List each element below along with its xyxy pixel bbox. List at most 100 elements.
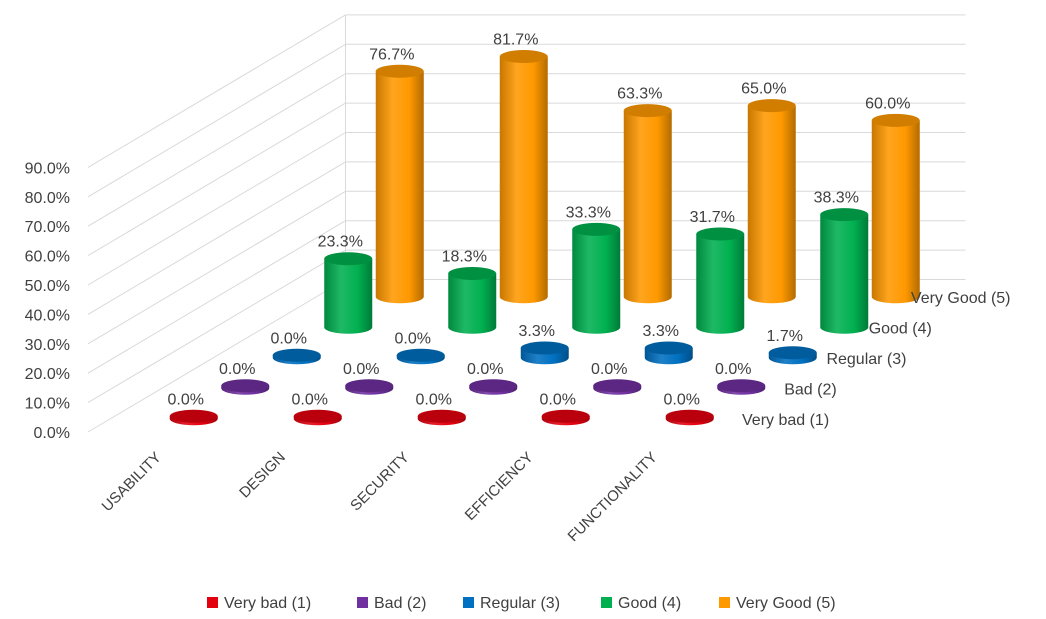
bar-top xyxy=(541,409,590,423)
category-label: SECURITY xyxy=(347,449,413,515)
depth-axis-label: Very Good (5) xyxy=(911,290,1011,307)
bar xyxy=(499,50,548,304)
bar-top xyxy=(293,409,342,423)
data-label: 0.0% xyxy=(395,330,431,347)
bar-top xyxy=(221,379,270,393)
legend-label: Bad (2) xyxy=(374,595,426,612)
y-tick-label: 30.0% xyxy=(25,337,70,354)
legend-item: Bad (2) xyxy=(357,595,426,612)
legend-label: Good (4) xyxy=(618,595,681,612)
legend: Very bad (1) Bad (2) Regular (3) Good (4) Ve… xyxy=(207,595,836,612)
bar-top xyxy=(696,227,745,241)
gridline-side xyxy=(87,14,346,168)
bar xyxy=(520,341,569,365)
data-label: 3.3% xyxy=(643,323,679,340)
bar xyxy=(324,252,373,334)
bar-top xyxy=(417,409,466,423)
y-tick-label: 40.0% xyxy=(25,307,70,324)
depth-axis-label: Regular (3) xyxy=(826,351,906,368)
bar-top xyxy=(469,379,518,393)
y-tick-label: 80.0% xyxy=(25,190,70,207)
bar xyxy=(820,208,869,334)
bar-top xyxy=(345,379,394,393)
data-label: 0.0% xyxy=(416,391,452,408)
bar-top xyxy=(593,379,642,393)
bar-body xyxy=(623,110,672,304)
data-label: 33.3% xyxy=(566,204,611,221)
bar-top xyxy=(169,409,218,423)
bar xyxy=(469,379,518,395)
bar xyxy=(345,379,394,395)
legend-item: Very bad (1) xyxy=(207,595,311,612)
legend-item: Regular (3) xyxy=(463,595,560,612)
bar-top xyxy=(871,113,920,127)
data-label: 38.3% xyxy=(814,190,859,207)
legend-item: Very Good (5) xyxy=(719,595,836,612)
bar-top xyxy=(717,379,766,393)
data-label: 31.7% xyxy=(690,209,735,226)
bar xyxy=(747,99,796,304)
y-tick-label: 0.0% xyxy=(34,425,70,442)
legend-label: Very Good (5) xyxy=(736,595,836,612)
bar-top xyxy=(520,341,569,355)
data-label: 1.7% xyxy=(767,328,803,345)
data-label: 0.0% xyxy=(343,361,379,378)
bar xyxy=(768,346,817,365)
depth-axis-label: Good (4) xyxy=(869,321,932,338)
gridline-side xyxy=(87,279,346,433)
bar-body xyxy=(499,56,548,304)
bar-top xyxy=(448,266,497,280)
bar-top xyxy=(572,222,621,236)
data-label: 0.0% xyxy=(664,391,700,408)
gridline-side xyxy=(87,73,346,227)
bar-body xyxy=(871,120,920,304)
bar xyxy=(221,379,270,395)
bar xyxy=(293,409,342,426)
data-label: 0.0% xyxy=(168,391,204,408)
bars xyxy=(169,50,920,426)
gridline-side xyxy=(87,43,346,198)
bar-top xyxy=(768,346,817,360)
data-label: 0.0% xyxy=(292,391,328,408)
legend-swatch xyxy=(601,597,612,608)
bar-top xyxy=(396,348,445,362)
gridline-side xyxy=(87,190,346,345)
bar-top xyxy=(644,341,693,355)
legend-swatch xyxy=(357,597,368,608)
data-labels: 76.7% 81.7% 63.3% 65.0% 60.0% 23.3% 18.3% 33.3%… xyxy=(168,32,911,409)
bar-body xyxy=(696,234,745,334)
bar xyxy=(593,379,642,395)
legend-label: Very bad (1) xyxy=(224,595,311,612)
category-label: EFFICIENCY xyxy=(462,449,537,524)
bar xyxy=(644,341,693,365)
bar-top xyxy=(272,348,321,362)
y-tick-label: 10.0% xyxy=(25,396,70,413)
y-tick-label: 50.0% xyxy=(25,278,70,295)
data-label: 60.0% xyxy=(865,95,910,112)
bar-body xyxy=(572,229,621,334)
depth-axis-label: Bad (2) xyxy=(784,382,836,399)
data-label: 18.3% xyxy=(442,248,487,265)
bar-body xyxy=(375,71,424,304)
legend-swatch xyxy=(207,597,218,608)
bar-body xyxy=(820,214,869,334)
y-tick-label: 70.0% xyxy=(25,219,70,236)
data-label: 0.0% xyxy=(591,361,627,378)
bar xyxy=(272,348,321,365)
gridline-side xyxy=(87,220,346,374)
data-label: 63.3% xyxy=(617,86,662,103)
bar xyxy=(448,266,497,334)
depth-axis-label: Very bad (1) xyxy=(742,412,829,429)
legend-swatch xyxy=(719,597,730,608)
gridline-side xyxy=(87,249,346,404)
bar xyxy=(871,113,920,304)
bar-top xyxy=(747,99,796,113)
bar xyxy=(396,348,445,365)
bar-top xyxy=(623,104,672,118)
data-label: 0.0% xyxy=(271,330,307,347)
bar-body xyxy=(324,258,373,334)
data-label: 65.0% xyxy=(741,81,786,98)
bar xyxy=(572,222,621,334)
gridline-side xyxy=(87,161,346,315)
